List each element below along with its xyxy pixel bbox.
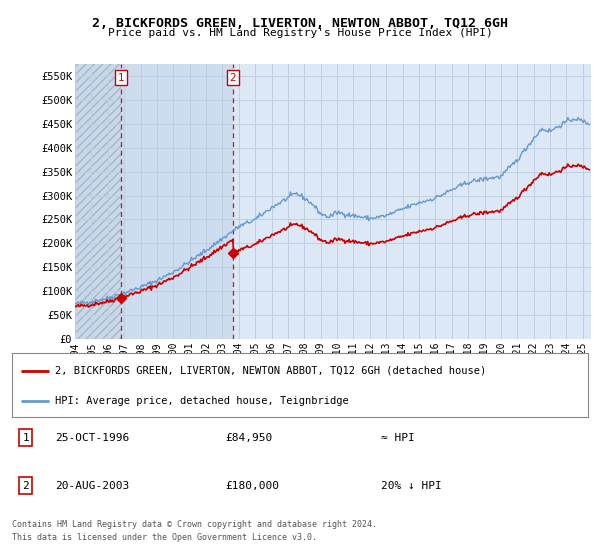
Bar — [75, 64, 121, 339]
Text: 20-AUG-2003: 20-AUG-2003 — [55, 480, 130, 491]
Text: Price paid vs. HM Land Registry's House Price Index (HPI): Price paid vs. HM Land Registry's House … — [107, 28, 493, 38]
Text: 1: 1 — [118, 73, 125, 83]
Text: Contains HM Land Registry data © Crown copyright and database right 2024.: Contains HM Land Registry data © Crown c… — [12, 520, 377, 529]
Text: 2, BICKFORDS GREEN, LIVERTON, NEWTON ABBOT, TQ12 6GH: 2, BICKFORDS GREEN, LIVERTON, NEWTON ABB… — [92, 17, 508, 30]
Text: £180,000: £180,000 — [225, 480, 279, 491]
Text: 1: 1 — [22, 432, 29, 442]
Text: 2: 2 — [230, 73, 236, 83]
Text: HPI: Average price, detached house, Teignbridge: HPI: Average price, detached house, Teig… — [55, 396, 349, 406]
Text: 2: 2 — [22, 480, 29, 491]
Text: ≈ HPI: ≈ HPI — [380, 432, 415, 442]
Text: 2, BICKFORDS GREEN, LIVERTON, NEWTON ABBOT, TQ12 6GH (detached house): 2, BICKFORDS GREEN, LIVERTON, NEWTON ABB… — [55, 366, 487, 376]
Bar — [121, 64, 233, 339]
Text: This data is licensed under the Open Government Licence v3.0.: This data is licensed under the Open Gov… — [12, 533, 317, 542]
Text: 20% ↓ HPI: 20% ↓ HPI — [380, 480, 442, 491]
Text: £84,950: £84,950 — [225, 432, 272, 442]
Text: 25-OCT-1996: 25-OCT-1996 — [55, 432, 130, 442]
